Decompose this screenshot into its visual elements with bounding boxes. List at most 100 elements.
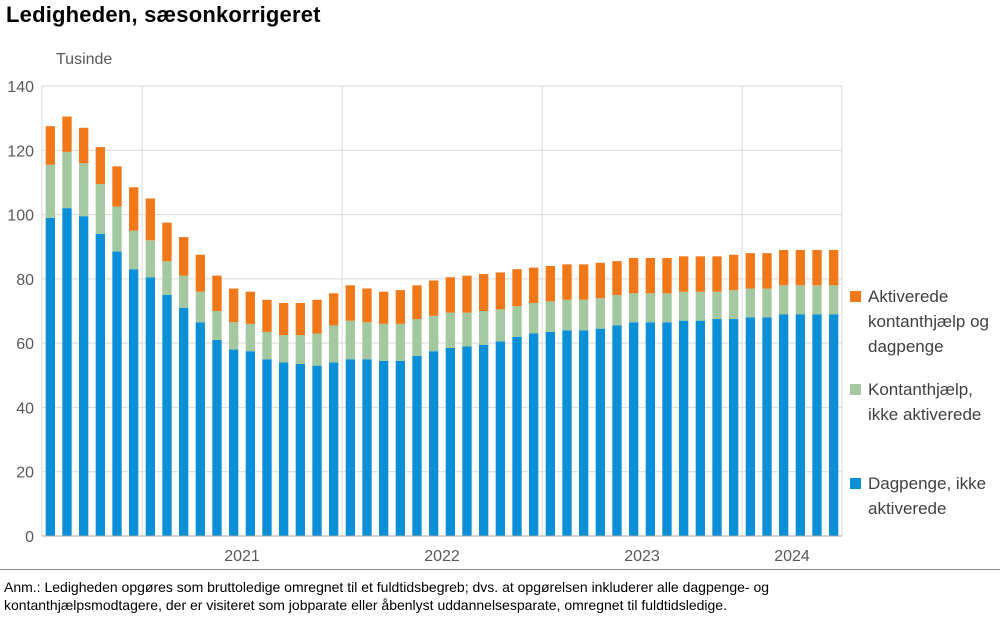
legend: Aktiverede kontanthjælp og dagpenge Kontant… (850, 287, 989, 518)
gridlines (41, 85, 843, 536)
bar-segment-series-2 (745, 253, 755, 289)
bar-segment-series-0 (379, 360, 389, 536)
bar-segment-series-1 (779, 285, 789, 315)
bar-segment-series-1 (645, 293, 655, 323)
bar-segment-series-0 (695, 320, 705, 536)
legend-label: Dagpenge, ikke (868, 474, 986, 493)
bar-segment-series-1 (595, 298, 605, 329)
bar-segment-series-2 (512, 269, 522, 307)
bar-segment-series-0 (479, 344, 489, 536)
bar-segment-series-0 (195, 322, 205, 536)
bar-segment-series-1 (479, 311, 489, 345)
bar-segment-series-0 (545, 331, 555, 536)
bar-segment-series-1 (79, 163, 89, 217)
bar-segment-series-2 (545, 266, 555, 302)
bar-segment-series-1 (345, 320, 355, 360)
bar-segment-series-0 (529, 333, 539, 536)
bar-segment-series-1 (829, 285, 839, 315)
bar-segment-series-0 (495, 341, 505, 536)
x-tick-label: 2024 (774, 548, 810, 565)
bar-segment-series-2 (812, 249, 822, 286)
bar-segment-series-2 (762, 253, 772, 289)
bar-segment-series-1 (129, 230, 139, 270)
bar-segment-series-0 (579, 330, 589, 536)
bar-segment-series-1 (679, 291, 689, 321)
bar-segment-series-1 (712, 291, 722, 320)
bar-segment-series-1 (545, 301, 555, 332)
bar-segment-series-1 (462, 312, 472, 347)
bar-segment-series-2 (112, 166, 122, 207)
bar-segment-series-2 (245, 291, 255, 324)
bar-segment-series-2 (395, 290, 405, 324)
bar-segment-series-2 (829, 249, 839, 286)
bar-segment-series-1 (379, 323, 389, 361)
bar-segment-series-1 (395, 323, 405, 361)
bar-segment-series-0 (345, 359, 355, 536)
bar-segment-series-2 (129, 187, 139, 231)
bar-segment-series-2 (162, 222, 172, 262)
bar-segment-series-1 (312, 333, 322, 366)
bar-segment-series-1 (662, 293, 672, 323)
bar-segment-series-1 (529, 302, 539, 334)
bar-segment-series-0 (179, 307, 189, 536)
chart-title: Ledigheden, sæsonkorrigeret (6, 2, 321, 27)
bar-segment-series-1 (429, 315, 439, 352)
bar-segment-series-0 (779, 314, 789, 536)
bar-segment-series-0 (595, 328, 605, 536)
legend-label: aktiverede (868, 499, 946, 518)
bar-segment-series-2 (612, 261, 622, 295)
bar-segment-series-2 (462, 275, 472, 313)
bar-segment-series-2 (345, 285, 355, 321)
footnote-line: Anm.: Ledigheden opgøres som bruttoledig… (4, 579, 770, 595)
bar-segment-series-1 (162, 261, 172, 295)
bar-segment-series-0 (395, 360, 405, 536)
bar-segment-series-2 (579, 264, 589, 300)
y-tick-label: 40 (16, 400, 34, 417)
bar-segment-series-2 (362, 288, 372, 323)
bar-segment-series-2 (695, 256, 705, 292)
footnote-divider (0, 569, 1000, 570)
y-tick-label: 140 (7, 79, 34, 96)
bar-segment-series-0 (45, 217, 55, 537)
bar-segment-series-2 (179, 237, 189, 276)
bar-segment-series-0 (162, 294, 172, 536)
legend-swatch (850, 291, 861, 302)
bar-segment-series-2 (729, 254, 739, 291)
legend-label: ikke aktiverede (868, 405, 981, 424)
bar-segment-series-0 (462, 346, 472, 536)
bar-segment-series-2 (412, 285, 422, 320)
bar-segment-series-2 (479, 274, 489, 311)
bar-segment-series-1 (112, 206, 122, 252)
legend-label: Kontanthjælp, (868, 380, 973, 399)
bar-segment-series-1 (412, 319, 422, 356)
y-tick-label: 120 (7, 143, 34, 160)
bar-segment-series-2 (562, 264, 572, 300)
bar-segment-series-0 (629, 322, 639, 536)
bar-segment-series-1 (95, 184, 105, 234)
bar-segment-series-1 (45, 164, 55, 218)
bar-segment-series-1 (729, 290, 739, 320)
bar-segment-series-2 (445, 277, 455, 313)
bar-segment-series-1 (495, 309, 505, 342)
stacked-bar-chart: Tusinde 0 20 40 60 80 100 120 140 2021 2022 2023 20… (7, 51, 989, 565)
bar-segment-series-2 (662, 257, 672, 294)
x-tick-label: 2022 (424, 548, 460, 565)
bar-segment-series-0 (412, 356, 422, 536)
x-tick-label: 2021 (224, 548, 260, 565)
bar-segment-series-0 (662, 322, 672, 536)
y-unit-label: Tusinde (56, 51, 112, 68)
bar-segment-series-1 (145, 240, 155, 278)
bar-segment-series-0 (645, 322, 655, 536)
bar-segment-series-0 (329, 362, 339, 536)
bar-segment-series-1 (362, 322, 372, 360)
bar-segment-series-2 (145, 198, 155, 241)
bar-segment-series-0 (229, 349, 239, 536)
footnote: Anm.: Ledigheden opgøres som bruttoledig… (4, 578, 994, 614)
bar-segment-series-0 (62, 208, 72, 536)
bar-segment-series-1 (612, 294, 622, 326)
bar-segment-series-1 (795, 285, 805, 315)
legend-swatch (850, 384, 861, 395)
bar-segment-series-1 (179, 275, 189, 308)
bar-segment-series-2 (429, 280, 439, 316)
bar-segment-series-1 (229, 322, 239, 350)
